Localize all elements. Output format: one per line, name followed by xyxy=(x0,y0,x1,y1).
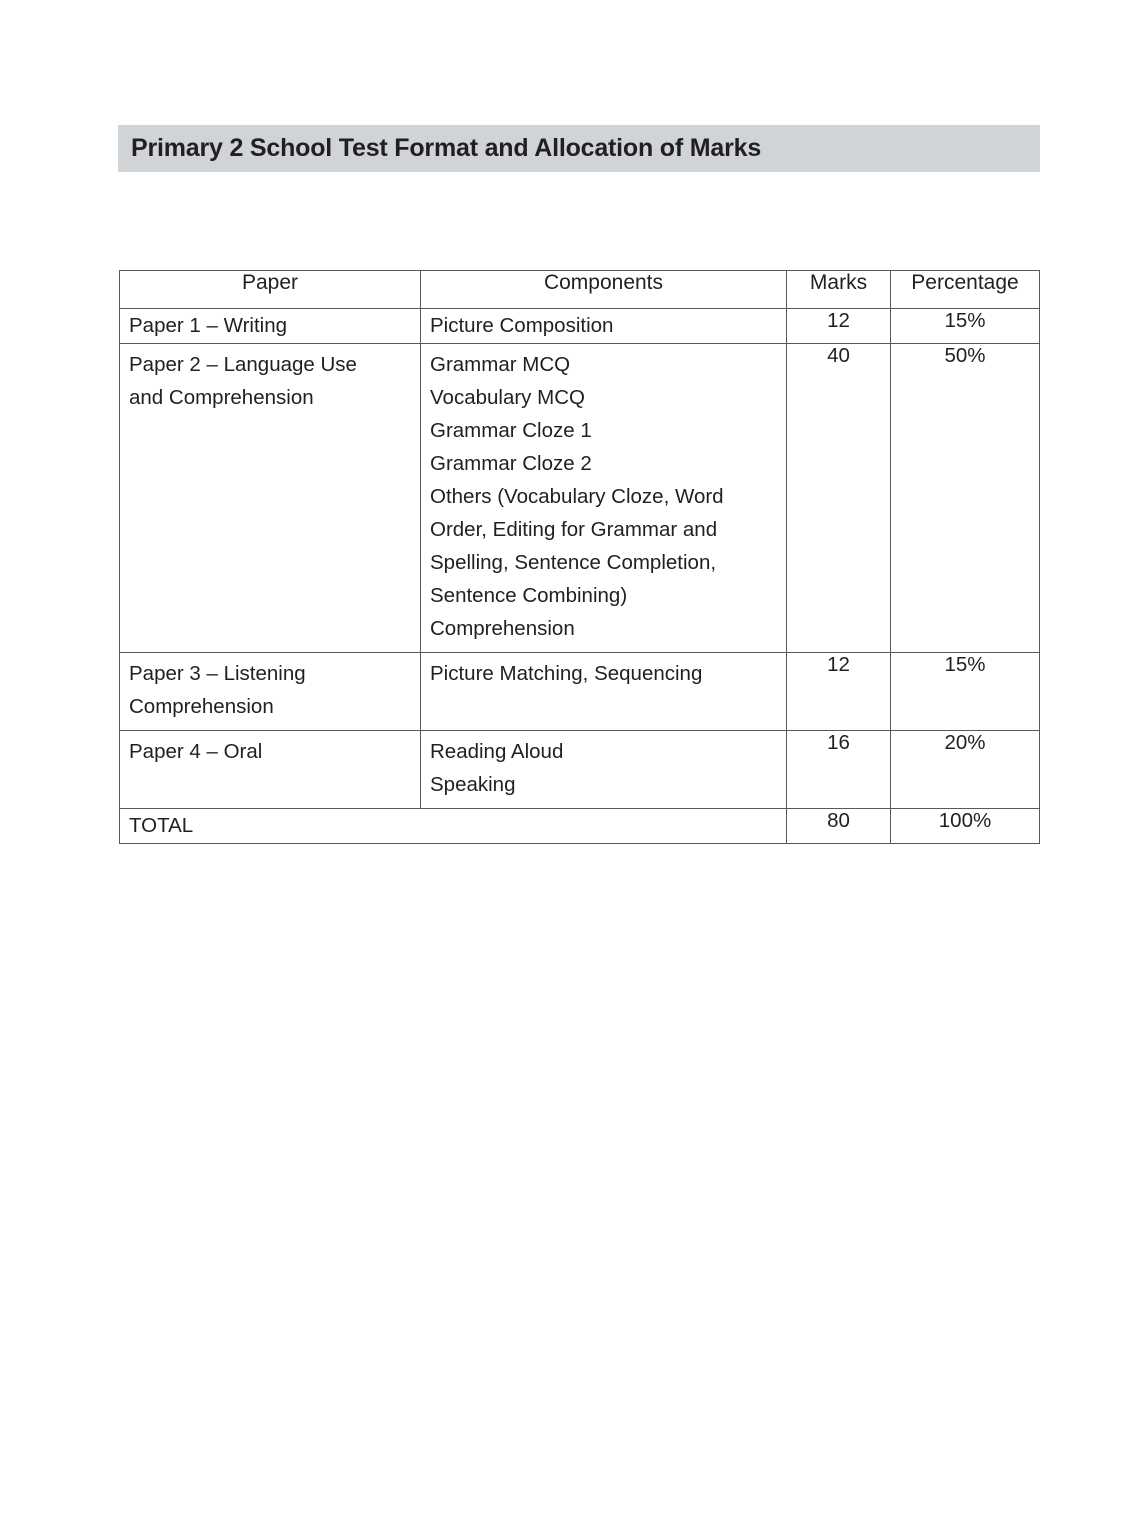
marks-table-container: Paper Components Marks Percentage Paper … xyxy=(119,270,1040,844)
cell-total-marks: 80 xyxy=(786,808,891,844)
cell-components-1: Picture Composition xyxy=(420,308,787,344)
paper-3-label-line-1: Comprehension xyxy=(129,695,274,718)
paper-2-component-1: Vocabulary MCQ xyxy=(430,386,585,409)
cell-paper-4: Paper 4 – Oral xyxy=(119,730,421,809)
table-row: Paper 4 – Oral Reading Aloud Speaking 16… xyxy=(119,730,1040,809)
paper-2-components: Grammar MCQ Vocabulary MCQ Grammar Cloze… xyxy=(421,344,786,652)
paper-2-component-2: Grammar Cloze 1 xyxy=(430,419,592,442)
column-header-percentage: Percentage xyxy=(890,270,1040,309)
cell-percentage-3: 15% xyxy=(890,652,1040,731)
cell-marks-4: 16 xyxy=(786,730,891,809)
paper-3-label-line-0: Paper 3 – Listening xyxy=(129,662,306,685)
paper-2-component-5: Order, Editing for Grammar and xyxy=(430,518,718,541)
paper-4-components: Reading Aloud Speaking xyxy=(421,731,786,808)
cell-marks-3: 12 xyxy=(786,652,891,731)
cell-paper-1: Paper 1 – Writing xyxy=(119,308,421,344)
table-row-total: TOTAL 80 100% xyxy=(119,808,1040,844)
column-header-components: Components xyxy=(420,270,787,309)
column-header-paper: Paper xyxy=(119,270,421,309)
paper-2-component-8: Comprehension xyxy=(430,617,575,640)
paper-2-label-line-1: and Comprehension xyxy=(129,386,314,409)
table-row: Paper 3 – Listening Comprehension Pictur… xyxy=(119,652,1040,731)
cell-percentage-4: 20% xyxy=(890,730,1040,809)
page-title: Primary 2 School Test Format and Allocat… xyxy=(131,134,762,162)
cell-percentage-2: 50% xyxy=(890,343,1040,653)
column-header-marks: Marks xyxy=(786,270,891,309)
paper-4-component-0: Reading Aloud xyxy=(430,740,564,763)
paper-2-label: Paper 2 – Language Use and Comprehension xyxy=(120,344,420,421)
cell-components-4: Reading Aloud Speaking xyxy=(420,730,787,809)
table-header-row: Paper Components Marks Percentage xyxy=(119,270,1040,309)
cell-components-2: Grammar MCQ Vocabulary MCQ Grammar Cloze… xyxy=(420,343,787,653)
cell-paper-2: Paper 2 – Language Use and Comprehension xyxy=(119,343,421,653)
paper-2-component-7: Sentence Combining) xyxy=(430,584,628,607)
cell-total-label: TOTAL xyxy=(119,808,787,844)
paper-2-component-6: Spelling, Sentence Completion, xyxy=(430,551,717,574)
cell-marks-1: 12 xyxy=(786,308,891,344)
paper-1-component-0: Picture Composition xyxy=(430,314,614,337)
table-row: Paper 1 – Writing Picture Composition 12… xyxy=(119,308,1040,344)
paper-1-label: Paper 1 – Writing xyxy=(129,314,288,337)
cell-percentage-1: 15% xyxy=(890,308,1040,344)
marks-allocation-table: Paper Components Marks Percentage Paper … xyxy=(119,270,1040,844)
cell-paper-3: Paper 3 – Listening Comprehension xyxy=(119,652,421,731)
table-body: Paper 1 – Writing Picture Composition 12… xyxy=(119,308,1040,844)
paper-2-label-line-0: Paper 2 – Language Use xyxy=(129,353,357,376)
page-title-band: Primary 2 School Test Format and Allocat… xyxy=(118,125,1040,172)
table-row: Paper 2 – Language Use and Comprehension… xyxy=(119,343,1040,653)
cell-components-3: Picture Matching, Sequencing xyxy=(420,652,787,731)
table-header: Paper Components Marks Percentage xyxy=(119,270,1040,309)
paper-3-label: Paper 3 – Listening Comprehension xyxy=(120,653,420,730)
paper-4-label-line-0: Paper 4 – Oral xyxy=(129,740,263,763)
total-label: TOTAL xyxy=(129,814,194,837)
cell-marks-2: 40 xyxy=(786,343,891,653)
paper-2-component-0: Grammar MCQ xyxy=(430,353,571,376)
paper-4-component-1: Speaking xyxy=(430,773,516,796)
paper-3-component-0: Picture Matching, Sequencing xyxy=(430,662,703,685)
paper-3-components: Picture Matching, Sequencing xyxy=(421,653,786,697)
cell-total-percentage: 100% xyxy=(890,808,1040,844)
paper-4-label: Paper 4 – Oral xyxy=(120,731,420,775)
paper-2-component-3: Grammar Cloze 2 xyxy=(430,452,592,475)
paper-2-component-4: Others (Vocabulary Cloze, Word xyxy=(430,485,724,508)
